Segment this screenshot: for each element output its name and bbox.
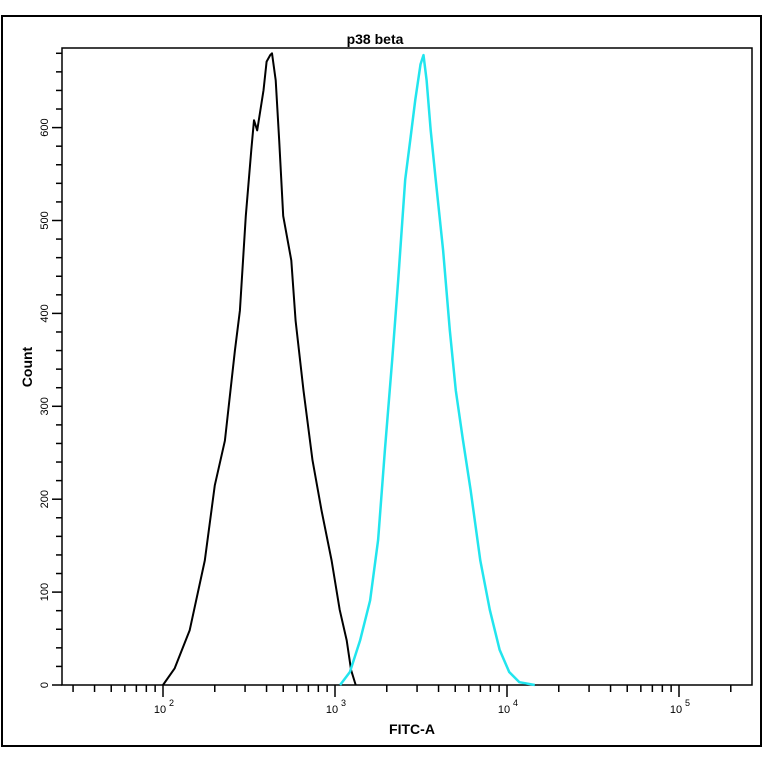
y-tick-label: 600 xyxy=(39,118,51,136)
control-histogram xyxy=(162,52,357,686)
x-tick-label: 10 xyxy=(670,704,682,716)
y-tick-label: 200 xyxy=(39,490,51,508)
y-tick-label: 500 xyxy=(39,211,51,229)
x-tick-exponent: 5 xyxy=(685,698,690,708)
histogram-series xyxy=(162,52,536,687)
x-tick-exponent: 2 xyxy=(169,698,174,708)
x-tick-exponent: 3 xyxy=(341,698,346,708)
y-axis-label: Count xyxy=(19,346,35,387)
x-tick-exponent: 4 xyxy=(513,698,518,708)
x-tick-label: 10 xyxy=(498,704,510,716)
chart-title: p38 beta xyxy=(347,31,404,47)
x-axis-label: FITC-A xyxy=(389,721,435,737)
y-tick-label: 400 xyxy=(39,304,51,322)
y-tick-label: 300 xyxy=(39,397,51,415)
outer-border xyxy=(1,15,762,747)
x-tick-label: 10 xyxy=(154,704,166,716)
plot-frame xyxy=(61,47,753,686)
p38-beta-histogram xyxy=(339,53,536,687)
y-tick-label: 0 xyxy=(39,682,51,688)
y-tick-label: 100 xyxy=(39,583,51,601)
x-tick-label: 10 xyxy=(326,704,338,716)
y-axis: 0 100 200 300 400 500 600 xyxy=(39,52,62,688)
